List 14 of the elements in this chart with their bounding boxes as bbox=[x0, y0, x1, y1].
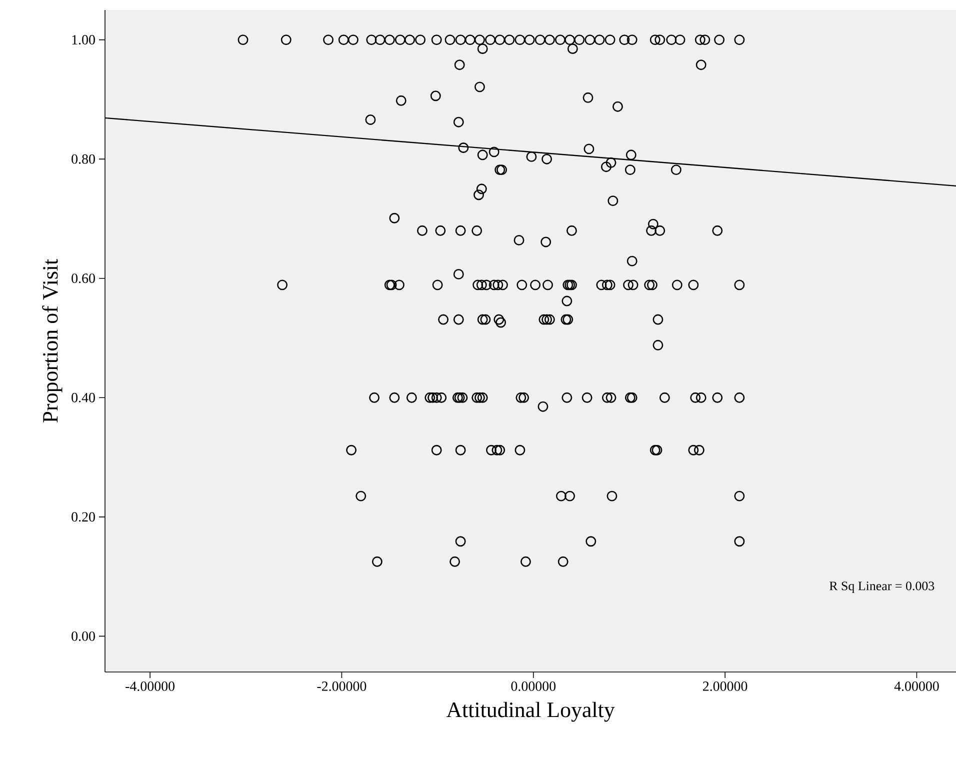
y-axis-title: Proportion of Visit bbox=[42, 258, 62, 423]
y-tick-label: 0.20 bbox=[72, 512, 95, 522]
x-tick-label: 2.00000 bbox=[702, 682, 748, 691]
x-tick-label: -4.00000 bbox=[126, 682, 174, 691]
y-tick-label: 0.40 bbox=[72, 392, 95, 402]
y-tick-label: 0.60 bbox=[72, 274, 95, 284]
x-tick-label: 0.00000 bbox=[511, 682, 556, 691]
annotation: R Sq Linear = 0.003 bbox=[829, 582, 934, 593]
x-tick-label: 4.00000 bbox=[894, 682, 939, 691]
x-axis-title: Attitudinal Loyalty bbox=[446, 702, 615, 722]
x-tick-label: -2.00000 bbox=[317, 682, 366, 691]
y-tick-label: 0.00 bbox=[72, 631, 95, 641]
y-tick-label: 1.00 bbox=[72, 35, 95, 45]
y-tick-label: 0.80 bbox=[72, 154, 95, 164]
